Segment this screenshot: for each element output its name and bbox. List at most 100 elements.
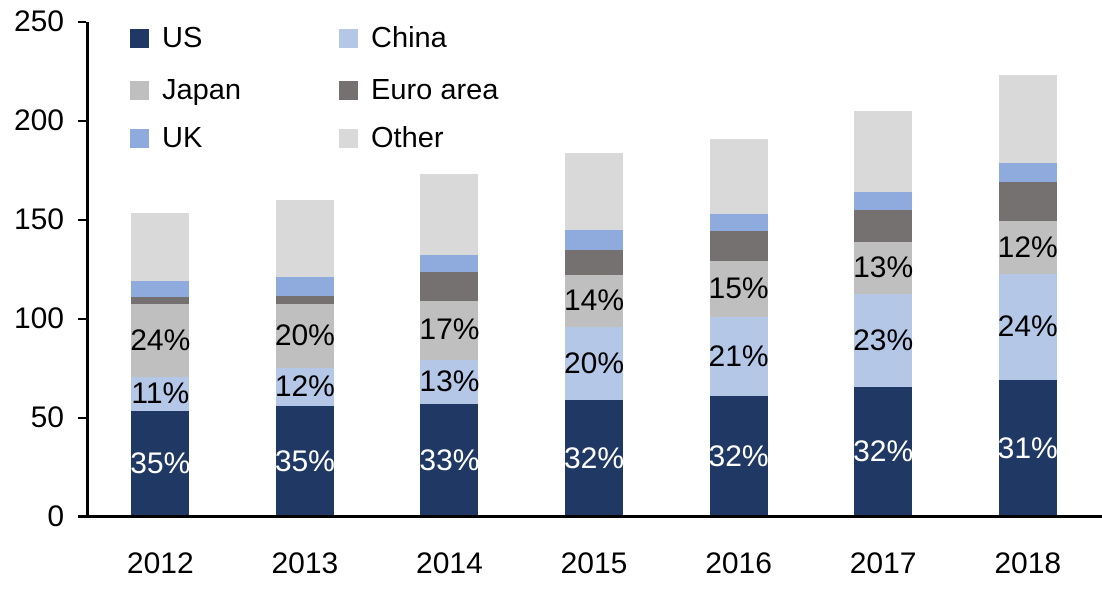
legend-item-uk: UK [130, 119, 202, 157]
legend-label-china: China [371, 21, 447, 54]
legend-swatch-euro-area [339, 80, 358, 100]
bar-segment-euro-area-2015 [565, 249, 623, 276]
bar-segment-china-2016 [709, 317, 768, 397]
y-axis-tick-label: 100 [13, 302, 64, 335]
bar-segment-japan-2013 [275, 304, 334, 368]
y-axis-tick-label: 250 [13, 5, 64, 38]
legend-item-other: Other [339, 119, 444, 157]
bar-label-japan-2017: 13% [853, 251, 914, 284]
y-axis-tick [78, 21, 86, 23]
bar-label-us-2018: 31% [997, 431, 1058, 465]
x-axis-label-2012: 2012 [126, 547, 194, 580]
y-axis-tick-label: 200 [13, 104, 64, 137]
bar-label-china-2018: 24% [997, 310, 1058, 344]
bar-label-us-2013: 35% [274, 444, 335, 478]
bar-segment-china-2012 [131, 377, 190, 412]
legend-item-us: US [130, 19, 202, 57]
bar-segment-japan-2012 [131, 304, 190, 378]
bar-segment-uk-2017 [854, 192, 913, 211]
y-axis-tick [78, 219, 86, 221]
bar-label-china-2015: 20% [563, 346, 625, 380]
bar-label-us-2017: 32% [853, 435, 914, 469]
bar-label-japan-2018: 12% [997, 230, 1058, 264]
legend-swatch-uk [130, 128, 149, 148]
bar-segment-uk-2014 [420, 254, 479, 273]
bar-label-us-2016: 32% [708, 439, 769, 473]
bar-label-china-2016: 21% [708, 339, 769, 373]
bar-segment-uk-2015 [565, 229, 623, 250]
bar-segment-china-2014 [420, 359, 479, 405]
legend-item-china: China [339, 19, 447, 57]
bar-segment-other-2015 [565, 152, 623, 230]
legend-swatch-china [339, 28, 358, 48]
y-axis-tick-label: 150 [13, 203, 64, 236]
legend-label-other: Other [371, 121, 444, 154]
bar-label-us-2012: 35% [130, 447, 191, 481]
legend-item-euro-area: Euro area [339, 71, 498, 109]
bar-segment-other-2013 [275, 200, 334, 278]
bar-segment-us-2017 [854, 387, 913, 517]
bar-segment-japan-2016 [709, 260, 768, 317]
bar-segment-other-2016 [709, 138, 768, 215]
bar-label-china-2017: 23% [853, 323, 914, 357]
bar-segment-japan-2015 [565, 275, 623, 327]
bar-segment-uk-2018 [998, 162, 1057, 183]
bar-label-japan-2013: 20% [274, 318, 335, 352]
bar-segment-uk-2013 [275, 277, 334, 297]
bar-label-china-2013: 12% [274, 369, 335, 403]
x-axis-label-2017: 2017 [849, 547, 917, 580]
x-axis-label-2018: 2018 [994, 547, 1062, 580]
y-axis-line [86, 22, 89, 518]
bar-label-japan-2015: 14% [563, 284, 625, 318]
bar-segment-euro-area-2016 [709, 230, 768, 261]
x-axis-line [78, 515, 1102, 518]
y-axis-tick [78, 417, 86, 419]
bar-segment-china-2017 [854, 294, 913, 388]
bar-segment-japan-2014 [420, 301, 479, 360]
bar-label-japan-2016: 15% [708, 271, 769, 305]
bar-segment-us-2015 [565, 400, 623, 517]
bar-segment-china-2015 [565, 326, 623, 401]
legend-label-us: US [162, 21, 203, 54]
bar-segment-japan-2018 [998, 220, 1057, 275]
legend-item-japan: Japan [130, 71, 241, 109]
bar-segment-other-2014 [420, 174, 479, 255]
y-axis-tick-label: 0 [47, 500, 64, 533]
legend-label-japan: Japan [162, 73, 242, 106]
x-axis-label-2015: 2015 [560, 547, 628, 580]
bar-segment-china-2018 [998, 274, 1057, 381]
bar-label-japan-2012: 24% [130, 323, 191, 357]
x-axis-label-2013: 2013 [271, 547, 339, 580]
legend-swatch-japan [130, 80, 149, 100]
bar-segment-euro-area-2013 [275, 296, 334, 305]
bar-segment-us-2016 [709, 396, 768, 517]
legend-label-euro-area: Euro area [371, 73, 499, 106]
x-axis-label-2014: 2014 [416, 547, 483, 580]
y-axis-tick-label: 50 [30, 401, 64, 434]
bar-segment-uk-2016 [709, 214, 768, 231]
bar-segment-other-2012 [131, 213, 190, 282]
bar-label-japan-2014: 17% [419, 313, 480, 347]
bar-segment-china-2013 [275, 367, 334, 407]
y-axis-tick [78, 318, 86, 320]
bar-segment-other-2018 [998, 75, 1057, 163]
bar-segment-euro-area-2018 [998, 182, 1057, 221]
bar-segment-euro-area-2012 [131, 297, 190, 305]
bar-label-china-2014: 13% [419, 364, 480, 398]
bar-label-us-2015: 32% [563, 441, 625, 475]
bar-segment-euro-area-2017 [854, 210, 913, 242]
bar-segment-us-2012 [131, 411, 190, 517]
y-axis-tick [78, 120, 86, 122]
bar-segment-other-2017 [854, 111, 913, 193]
bar-segment-us-2014 [420, 404, 479, 517]
x-axis-label-2016: 2016 [705, 547, 772, 580]
legend-swatch-us [130, 28, 149, 48]
bar-label-china-2012: 11% [131, 377, 190, 411]
bar-label-us-2014: 33% [419, 443, 480, 477]
bar-segment-euro-area-2014 [420, 272, 479, 302]
bar-segment-uk-2012 [131, 281, 190, 298]
bar-segment-us-2018 [998, 380, 1057, 517]
legend-swatch-other [339, 128, 358, 148]
bar-segment-japan-2017 [854, 241, 913, 295]
